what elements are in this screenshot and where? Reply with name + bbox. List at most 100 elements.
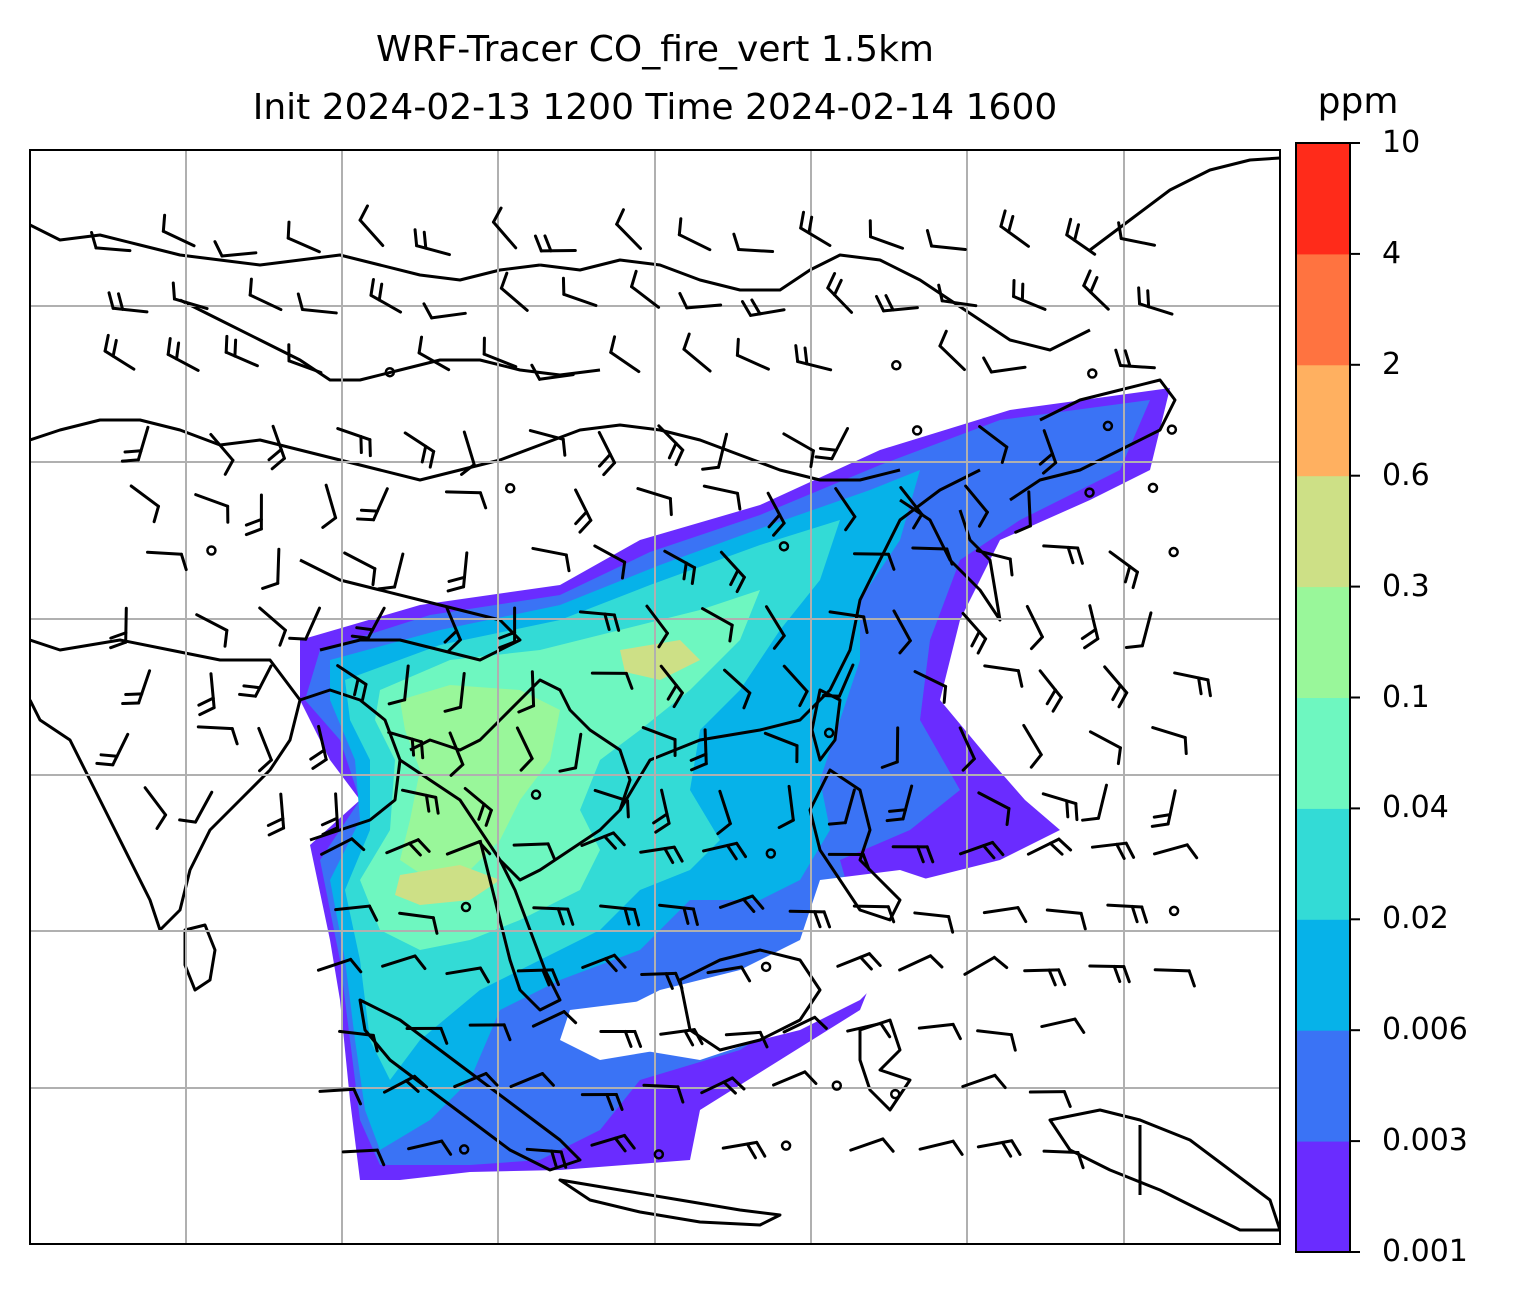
coastline-taiwan	[810, 688, 842, 762]
wind-barb	[764, 605, 786, 650]
wind-barb	[1088, 730, 1122, 766]
wind-barb	[146, 550, 188, 572]
wind-calm-marker	[530, 789, 542, 800]
wind-barb	[238, 664, 273, 698]
wind-barb	[382, 1074, 429, 1094]
colorbar-tick-label: 10	[1382, 125, 1421, 160]
wind-barb	[827, 852, 871, 871]
colorbar-tick-label: 0.6	[1382, 457, 1430, 493]
wind-barb	[581, 953, 627, 973]
colorbar-tick-label: 0.003	[1382, 1123, 1468, 1159]
wind-barb	[961, 611, 988, 655]
wind-barb	[400, 788, 440, 815]
co-tracer-field	[300, 388, 1170, 1180]
wind-barb	[702, 841, 748, 861]
wind-barb	[740, 298, 786, 317]
wind-barb	[772, 1070, 818, 1087]
border-inner-2	[179, 298, 601, 382]
wind-barb	[109, 606, 128, 650]
wind-barb	[403, 431, 436, 469]
wind-calm-marker	[1168, 546, 1179, 558]
wind-barb	[336, 664, 368, 702]
wind-barb	[788, 909, 832, 929]
colorbar-segment	[1296, 1141, 1350, 1253]
border-north-2	[539, 253, 1091, 352]
wind-calm-marker	[911, 425, 923, 436]
wind-barb	[453, 1072, 499, 1089]
wind-calm-marker	[889, 1088, 901, 1100]
wind-barb	[321, 483, 338, 529]
wind-barb	[248, 277, 283, 312]
wind-barb	[599, 904, 641, 927]
wind-barb	[143, 786, 168, 830]
wind-barb	[937, 283, 978, 308]
wind-barb	[286, 220, 321, 254]
wind-barb	[178, 790, 214, 824]
colorbar-segment	[1296, 586, 1350, 698]
wind-barb	[343, 551, 377, 587]
wind-barb	[194, 493, 230, 524]
wind-calm-marker	[384, 366, 396, 378]
wind-barb	[1038, 429, 1058, 475]
wind-barb	[407, 1139, 453, 1156]
wind-barb	[868, 219, 905, 250]
colorbar	[1295, 142, 1360, 1253]
wind-barb	[267, 424, 286, 471]
wind-barb	[716, 789, 732, 836]
wind-barb	[1040, 1017, 1086, 1034]
wind-barbs	[90, 204, 1212, 1170]
wind-barb	[1114, 348, 1156, 370]
wind-barb	[899, 486, 924, 530]
wind-barb	[999, 209, 1030, 248]
wind-calm-marker	[1102, 420, 1114, 432]
wind-barb	[491, 206, 518, 250]
wind-barb	[978, 425, 1009, 464]
coastline-korea-japan	[899, 378, 1177, 622]
coastline-indochina	[399, 678, 632, 882]
wind-barb	[827, 788, 856, 826]
wind-barb	[356, 487, 389, 522]
wind-barb	[1022, 723, 1043, 769]
colorbar-segment	[1296, 253, 1350, 366]
wind-barb	[103, 333, 136, 371]
tracer-level-0.3	[395, 865, 500, 905]
wind-barb	[444, 490, 488, 510]
wind-barb	[377, 552, 405, 591]
colorbar-tick-label: 2	[1382, 346, 1402, 382]
gridlines	[30, 150, 1280, 1244]
wind-calm-marker	[1147, 482, 1159, 494]
wind-barb	[1106, 903, 1149, 924]
wind-barb	[320, 837, 366, 856]
wind-barb	[1153, 968, 1196, 988]
wind-barb	[938, 329, 966, 372]
wind-barb	[885, 784, 914, 823]
coastline-new-guinea	[1048, 1108, 1280, 1232]
wind-barb	[120, 425, 150, 463]
wind-barb	[498, 606, 517, 650]
wind-barb	[341, 1148, 386, 1167]
wind-barb	[593, 544, 627, 580]
wind-calm-marker	[780, 1140, 792, 1151]
colorbar-segment	[1296, 364, 1350, 477]
wind-barb	[266, 792, 286, 837]
wind-barb	[531, 546, 571, 573]
wind-barb	[958, 726, 976, 772]
wind-barb	[590, 1133, 636, 1153]
wind-barb	[1012, 278, 1047, 311]
wind-barb	[531, 1010, 578, 1028]
wind-barb	[561, 276, 598, 308]
coastline-northeast	[1089, 156, 1280, 252]
wind-barb	[558, 732, 583, 773]
wind-barb	[880, 726, 900, 769]
wind-barb	[723, 668, 752, 710]
wind-barb	[640, 971, 684, 990]
wind-barb	[161, 213, 196, 248]
colorbar-tick-label: 0.04	[1382, 790, 1449, 826]
wind-barb	[706, 965, 752, 983]
wind-barb	[913, 670, 948, 704]
wind-calm-marker	[1168, 905, 1180, 917]
wind-barb	[677, 217, 712, 252]
wind-barb	[814, 427, 850, 461]
wind-barb	[826, 272, 854, 314]
